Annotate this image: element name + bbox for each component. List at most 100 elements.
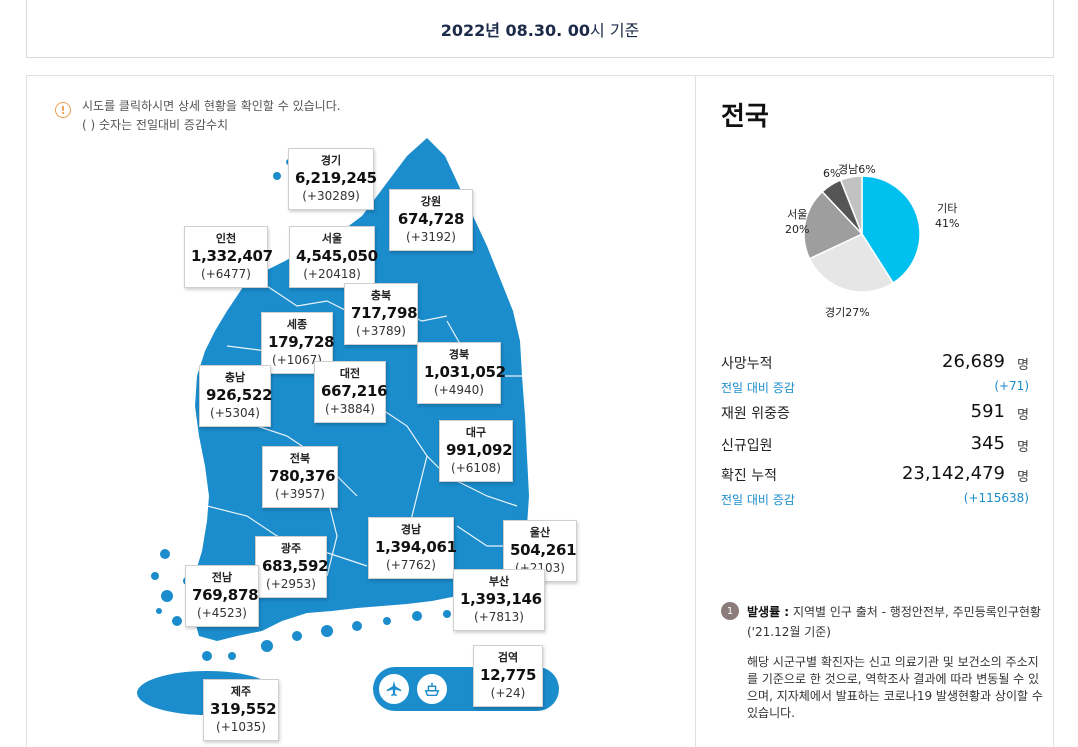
panel-divider xyxy=(695,76,696,747)
region-daejeon[interactable]: 대전 667,216 (+3884) xyxy=(314,361,388,423)
pie-label-seoul: 서울 20% xyxy=(785,208,810,236)
pie-label-other: 기타 41% xyxy=(935,202,960,230)
stat-cases: 확진 누적 23,142,479 명 xyxy=(721,463,1029,489)
stat-label: 사망누적 xyxy=(721,356,773,372)
airplane-icon xyxy=(386,680,402,697)
region-total: 1,332,407 xyxy=(191,247,273,265)
stat-label: 확진 누적 xyxy=(721,468,777,484)
stat-value: 23,142,479 xyxy=(901,463,1005,484)
region-name: 검역 xyxy=(497,651,519,664)
airport-button[interactable] xyxy=(377,672,411,706)
region-gyeonggi[interactable]: 경기 6,219,245 (+30289) xyxy=(288,148,377,210)
stat-value: 591 xyxy=(970,401,1005,422)
date-text: 2022년 08.30. 00 xyxy=(440,20,591,40)
national-title: 전국 xyxy=(721,102,769,132)
region-name: 경기 xyxy=(320,154,342,167)
sub-label: 전일 대비 증감 xyxy=(721,381,795,395)
pie-slice-1 xyxy=(808,233,895,293)
region-name: 울산 xyxy=(529,526,551,539)
region-name: 충남 xyxy=(224,371,246,384)
stat-admissions: 신규입원 345 명 xyxy=(721,433,1029,459)
region-name: 세종 xyxy=(286,318,308,331)
region-jeonnam[interactable]: 전남 769,878 (+4523) xyxy=(185,565,259,627)
region-name: 경남 xyxy=(400,523,422,536)
region-name: 경북 xyxy=(448,348,470,361)
region-name: 강원 xyxy=(420,195,442,208)
region-name: 전북 xyxy=(289,452,311,465)
region-busan[interactable]: 부산 1,393,146 (+7813) xyxy=(453,569,545,631)
stat-unit: 명 xyxy=(1017,408,1029,423)
region-gwangju[interactable]: 광주 683,592 (+2953) xyxy=(255,536,329,598)
stat-label: 재원 위중증 xyxy=(721,406,790,422)
footnote-line-2: ('21.12월 기준) xyxy=(747,625,831,639)
region-gyeongnam[interactable]: 경남 1,394,061 (+7762) xyxy=(368,517,457,579)
region-delta: (+6477) xyxy=(201,267,251,281)
ship-icon xyxy=(424,682,440,697)
region-delta: (+4523) xyxy=(197,606,247,620)
region-name: 부산 xyxy=(488,575,510,588)
region-total: 6,219,245 xyxy=(295,169,377,187)
region-total: 179,728 xyxy=(268,333,335,351)
region-total: 12,775 xyxy=(480,666,537,684)
region-delta: (+3192) xyxy=(406,230,456,244)
pie-slice-4 xyxy=(839,175,863,235)
region-delta: (+4940) xyxy=(434,383,484,397)
region-total: 1,031,052 xyxy=(424,363,506,381)
region-total: 683,592 xyxy=(262,557,329,575)
region-total: 780,376 xyxy=(269,467,336,485)
region-chungnam[interactable]: 충남 926,522 (+5304) xyxy=(199,365,273,427)
region-delta: (+3789) xyxy=(356,324,406,338)
region-total: 926,522 xyxy=(206,386,273,404)
region-delta: (+24) xyxy=(490,686,526,700)
region-gangwon[interactable]: 강원 674,728 (+3192) xyxy=(389,189,473,251)
region-name: 제주 xyxy=(230,685,252,698)
region-delta: (+7762) xyxy=(386,558,436,572)
notice-line-1: 시도를 클릭하시면 상세 현황을 확인할 수 있습니다. xyxy=(82,99,341,113)
region-quarantine[interactable]: 검역 12,775 (+24) xyxy=(473,645,543,707)
date-header: 2022년 08.30. 00 시 기준 xyxy=(26,0,1054,58)
stat-value: 26,689 xyxy=(942,351,1005,372)
footnote-line-1: 지역별 인구 출처 - 행정안전부, 주민등록인구현황 xyxy=(792,605,1041,619)
region-daegu[interactable]: 대구 991,092 (+6108) xyxy=(439,420,513,482)
stat-deaths-change: 전일 대비 증감 (+71) xyxy=(721,379,1029,397)
port-button[interactable] xyxy=(415,672,449,706)
region-delta: (+1067) xyxy=(272,353,322,367)
region-seoul[interactable]: 서울 4,545,050 (+20418) xyxy=(289,226,378,288)
region-total: 991,092 xyxy=(446,441,513,459)
region-gyeongbuk[interactable]: 경북 1,031,052 (+4940) xyxy=(417,342,506,404)
region-total: 504,261 xyxy=(510,541,577,559)
pie-label-gyeongnam: 경남6% xyxy=(838,163,876,176)
national-pie-chart xyxy=(803,175,921,293)
pie-label-small: 6% xyxy=(823,167,841,180)
pie-label-gyeonggi: 경기27% xyxy=(825,306,870,319)
region-incheon[interactable]: 인천 1,332,407 (+6477) xyxy=(184,226,273,288)
region-name: 대구 xyxy=(465,426,487,439)
stat-critical: 재원 위중증 591 명 xyxy=(721,401,1029,427)
region-name: 대전 xyxy=(339,367,361,380)
stat-unit: 명 xyxy=(1017,440,1029,455)
info-icon: ! xyxy=(55,102,71,118)
region-total: 4,545,050 xyxy=(296,247,378,265)
region-jeju[interactable]: 제주 319,552 (+1035) xyxy=(203,679,279,741)
region-chungbuk[interactable]: 충북 717,798 (+3789) xyxy=(344,283,418,345)
sub-value: (+71) xyxy=(994,379,1029,393)
region-name: 충북 xyxy=(370,289,392,302)
region-delta: (+7813) xyxy=(474,610,524,624)
region-name: 서울 xyxy=(321,232,343,245)
region-total: 769,878 xyxy=(192,586,259,604)
footnote-title: 발생률 : xyxy=(747,605,790,619)
region-total: 667,216 xyxy=(321,382,388,400)
region-jeonbuk[interactable]: 전북 780,376 (+3957) xyxy=(262,446,338,508)
stat-unit: 명 xyxy=(1017,358,1029,373)
stat-unit: 명 xyxy=(1017,470,1029,485)
stat-value: 345 xyxy=(970,433,1005,454)
region-delta: (+5304) xyxy=(210,406,260,420)
region-delta: (+3884) xyxy=(325,402,375,416)
stat-label: 신규입원 xyxy=(721,438,773,454)
region-name: 인천 xyxy=(215,232,237,245)
stat-cases-change: 전일 대비 증감 (+115638) xyxy=(721,491,1029,509)
region-delta: (+2953) xyxy=(266,577,316,591)
notice: 시도를 클릭하시면 상세 현황을 확인할 수 있습니다. ( ) 숫자는 전일대… xyxy=(82,97,341,135)
sub-value: (+115638) xyxy=(963,491,1029,505)
sub-label: 전일 대비 증감 xyxy=(721,493,795,507)
